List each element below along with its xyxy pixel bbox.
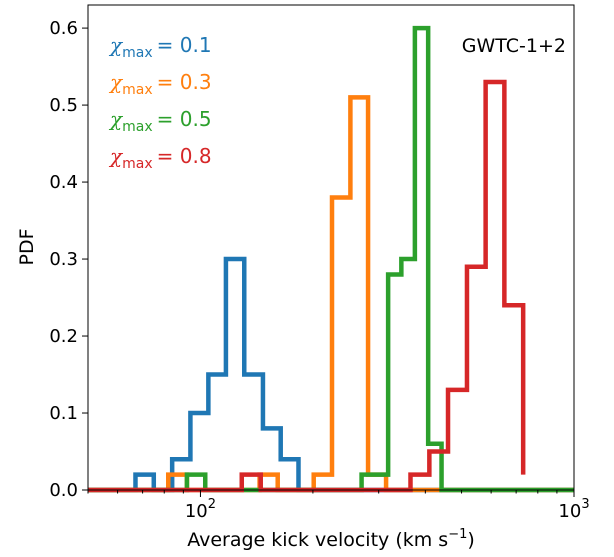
y-axis-label: PDF (16, 228, 38, 265)
histogram-series-0 (88, 256, 574, 493)
legend-entry-value: = 0.5 (157, 107, 212, 131)
y-tick-label: 0.4 (49, 172, 78, 193)
x-axis-label-units-close: ) (467, 529, 474, 551)
legend-entry-symbol: χ (108, 144, 124, 168)
dataset-annotation: GWTC-1+2 (462, 35, 566, 57)
x-tick-label: 102 (185, 497, 216, 522)
y-tick-label: 0.0 (49, 480, 78, 501)
y-tick-label: 0.1 (49, 403, 78, 424)
legend-entry-2: χmax = 0.5 (108, 107, 212, 135)
legend-entry-subscript: max (122, 82, 153, 98)
histogram-series-3 (88, 79, 526, 493)
x-tick-label: 103 (558, 497, 589, 522)
legend-entry-value: = 0.1 (157, 33, 212, 57)
legend-entry-value: = 0.8 (157, 144, 212, 168)
x-axis-label-units-exponent: −1 (448, 527, 467, 542)
legend-entry-subscript: max (122, 45, 153, 61)
x-tick-label-exponent: 2 (208, 497, 216, 512)
histogram-series-layer (88, 25, 574, 493)
legend-entry-symbol: χ (108, 33, 124, 57)
x-axis-label-units: (km s (395, 529, 448, 551)
legend-entry-subscript: max (122, 119, 153, 135)
legend-entry-0: χmax = 0.1 (108, 33, 212, 61)
x-tick-label-base: 10 (558, 501, 581, 522)
y-tick-label: 0.5 (49, 95, 78, 116)
legend-entry-value: = 0.3 (157, 70, 212, 94)
x-tick-label-base: 10 (185, 501, 208, 522)
legend-entry-symbol: χ (108, 70, 124, 94)
plot-frame (87, 4, 575, 491)
legend-entry-3: χmax = 0.8 (108, 144, 212, 172)
x-tick-label-exponent: 3 (581, 497, 589, 512)
y-tick-label: 0.6 (49, 18, 78, 39)
legend-entry-subscript: max (122, 156, 153, 172)
y-tick-label: 0.2 (49, 326, 78, 347)
y-tick-label: 0.3 (49, 249, 78, 270)
x-axis-label-text: Average kick velocity (187, 529, 389, 551)
legend-entry-symbol: χ (108, 107, 124, 131)
x-axis-label: Average kick velocity (km s−1) (187, 527, 475, 551)
legend-entry-1: χmax = 0.3 (108, 70, 212, 98)
